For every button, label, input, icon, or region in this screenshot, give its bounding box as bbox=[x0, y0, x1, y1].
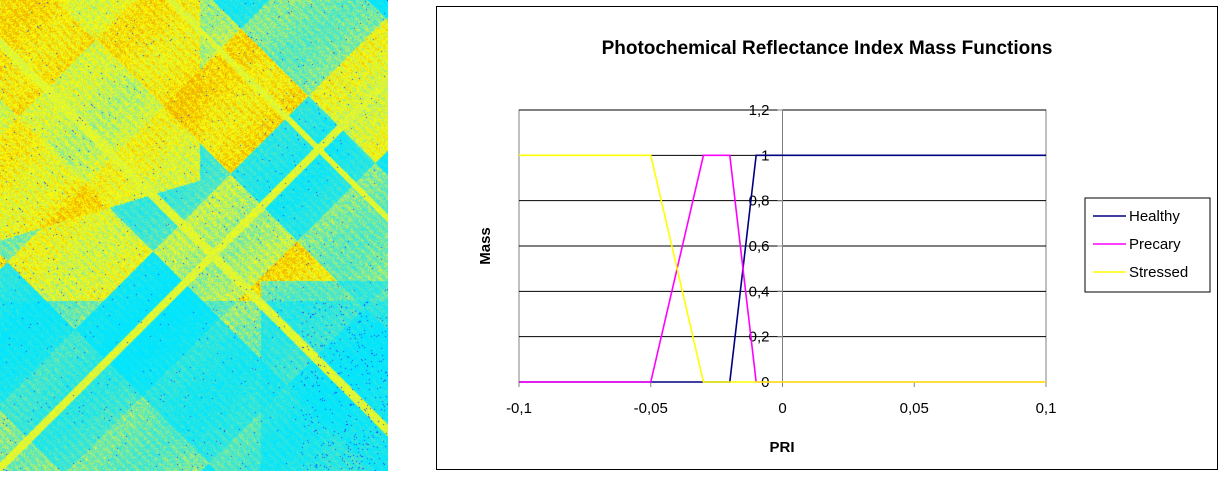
x-tick-label-3: 0,05 bbox=[900, 400, 929, 417]
false-color-aerial-image bbox=[0, 0, 388, 471]
series-line-stressed bbox=[519, 154, 1046, 383]
y-axis-title: Mass bbox=[477, 227, 494, 265]
series-lines bbox=[519, 154, 1046, 383]
y-tick-label-6: 1,2 bbox=[749, 102, 770, 119]
x-tick-label-2: 0 bbox=[778, 400, 786, 417]
x-axis-ticks: -0,1 -0,05 0 0,05 0,1 bbox=[506, 382, 1056, 417]
chart-title: Photochemical Reflectance Index Mass Fun… bbox=[602, 38, 1053, 59]
legend-label-precary: Precary bbox=[1129, 236, 1181, 253]
x-tick-label-4: 0,1 bbox=[1036, 400, 1057, 417]
legend-label-healthy: Healthy bbox=[1129, 208, 1180, 225]
x-tick-label-1: -0,05 bbox=[634, 400, 668, 417]
y-tick-label-1: 0,2 bbox=[749, 329, 770, 346]
legend: Healthy Precary Stressed bbox=[1084, 197, 1211, 293]
x-axis-title: PRI bbox=[769, 439, 794, 456]
y-tick-label-2: 0,4 bbox=[749, 283, 770, 300]
legend-box bbox=[1084, 197, 1211, 293]
y-tick-label-4: 0,8 bbox=[749, 193, 770, 210]
x-tick-label-0: -0,1 bbox=[506, 400, 532, 417]
pri-mass-functions-chart: Photochemical Reflectance Index Mass Fun… bbox=[477, 38, 1211, 456]
y-tick-label-3: 0,6 bbox=[749, 238, 770, 255]
legend-label-stressed: Stressed bbox=[1129, 264, 1188, 281]
